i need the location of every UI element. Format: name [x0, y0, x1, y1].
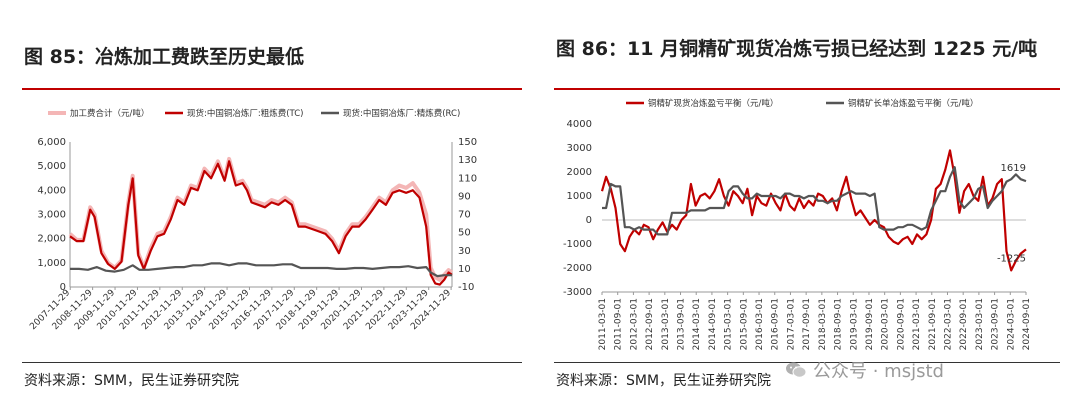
x-tick-label: 2023-03-01: [975, 298, 985, 350]
wechat-icon: [786, 362, 807, 378]
legend-label: 现货:中国铜冶炼厂:精炼费(RC): [343, 108, 460, 119]
x-tick-label: 2017-03-01: [786, 298, 796, 350]
series-line: [602, 166, 1027, 236]
x-tick-label: 2022-09-01: [959, 298, 969, 350]
figure-title: 图 85：冶炼加工费跌至历史最低: [24, 46, 305, 68]
y-left-tick-label: 5,000: [37, 161, 66, 172]
y-tick-label: 1000: [567, 191, 592, 202]
y-left-tick-label: 4,000: [37, 185, 66, 196]
x-tick-label: 2019-03-01: [849, 298, 859, 350]
y-tick-label: -1000: [563, 239, 592, 250]
x-tick-label: 2011-03-01: [598, 298, 608, 350]
x-tick-label: 2018-09-01: [834, 298, 844, 350]
x-tick-label: 2013-09-01: [677, 298, 687, 350]
y-right-tick-label: -10: [458, 282, 474, 293]
y-right-tick-label: 130: [458, 155, 477, 166]
legend-label: 铜精矿现货冶炼盈亏平衡（元/吨）: [648, 98, 778, 109]
x-tick-label: 2011-09-01: [614, 298, 624, 350]
y-tick-label: 4000: [567, 119, 592, 130]
figure-86: 图 86：11 月铜精矿现货冶炼亏损已经达到 1225 元/吨 4000 3000…: [540, 0, 1080, 409]
source-note: 资料来源：SMM，民生证券研究院: [24, 373, 240, 389]
data-label: -1225: [997, 253, 1026, 264]
y-right-tick-label: 90: [458, 191, 471, 202]
y-tick-label: 3000: [567, 143, 592, 154]
x-tick-label: 2013-03-01: [661, 298, 671, 350]
x-tick-label: 2023-09-01: [991, 298, 1001, 350]
series-line: [70, 262, 452, 278]
series-line: [69, 160, 453, 286]
x-tick-label: 2015-09-01: [739, 298, 749, 350]
smelting-profit-chart: 4000 3000 2000 1000 0 -1000 -2000 -3000 2011-03-…: [563, 98, 1032, 350]
data-label: 1619: [1001, 163, 1026, 174]
y-tick-label: 0: [586, 215, 592, 226]
y-right-tick-label: 150: [458, 137, 477, 148]
y-tick-label: -3000: [563, 287, 592, 298]
y-right-tick-label: 30: [458, 246, 471, 257]
x-tick-label: 2024-03-01: [1006, 298, 1016, 350]
source-divider: [554, 362, 1060, 363]
y-left-tick-label: 6,000: [37, 137, 66, 148]
x-tick-label: 2016-03-01: [755, 298, 765, 350]
y-left-tick-label: 1,000: [37, 258, 66, 269]
title-underline: [22, 88, 522, 90]
x-tick-label: 2020-09-01: [896, 298, 906, 350]
legend-label: 铜精矿长单冶炼盈亏平衡（元/吨）: [848, 98, 978, 109]
x-tick-label: 2019-09-01: [865, 298, 875, 350]
y-right-tick-label: 70: [458, 210, 471, 221]
y-tick-label: -2000: [563, 263, 592, 274]
y-left-tick-label: 3,000: [37, 210, 66, 221]
watermark: 公众号 · msjstd: [785, 357, 944, 383]
x-tick-label: 2014-03-01: [692, 298, 702, 350]
y-right-tick-label: 110: [458, 173, 477, 184]
title-underline: [554, 88, 1060, 90]
watermark-text: 公众号 · msjstd: [813, 361, 944, 382]
x-tick-label: 2021-03-01: [912, 298, 922, 350]
series-line: [600, 149, 1027, 272]
x-tick-label: 2021-09-01: [928, 298, 938, 350]
legend-label: 现货:中国铜冶炼厂:粗炼费(TC): [187, 108, 304, 119]
x-tick-label: 2016-09-01: [771, 298, 781, 350]
x-tick-label: 2024-09-01: [1022, 298, 1032, 350]
x-tick-label: 2018-03-01: [818, 298, 828, 350]
x-tick-label: 2014-09-01: [708, 298, 718, 350]
figure-title: 图 86：11 月铜精矿现货冶炼亏损已经达到 1225 元/吨: [556, 38, 1038, 60]
y-tick-label: 2000: [567, 167, 592, 178]
y-left-tick-label: 2,000: [37, 234, 66, 245]
x-tick-label: 2012-09-01: [645, 298, 655, 350]
x-tick-label: 2012-03-01: [629, 298, 639, 350]
source-divider: [22, 362, 522, 363]
y-left-tick-label: 0: [60, 282, 66, 293]
y-right-tick-label: 50: [458, 228, 471, 239]
x-tick-label: 2017-09-01: [802, 298, 812, 350]
figure-85: 图 85：冶炼加工费跌至历史最低 6,000 5,000 4,000 3,000 2,0…: [22, 46, 522, 389]
x-tick-label: 2022-03-01: [943, 298, 953, 350]
tc-rc-chart: 6,000 5,000 4,000 3,000 2,000 1,000 0 150 130 110…: [28, 108, 477, 332]
y-right-tick-label: 10: [458, 264, 471, 275]
source-note: 资料来源：SMM，民生证券研究院: [556, 373, 772, 389]
x-tick-label: 2020-03-01: [881, 298, 891, 350]
legend-label: 加工费合计（元/吨）: [70, 108, 149, 119]
x-tick-label: 2015-03-01: [724, 298, 734, 350]
